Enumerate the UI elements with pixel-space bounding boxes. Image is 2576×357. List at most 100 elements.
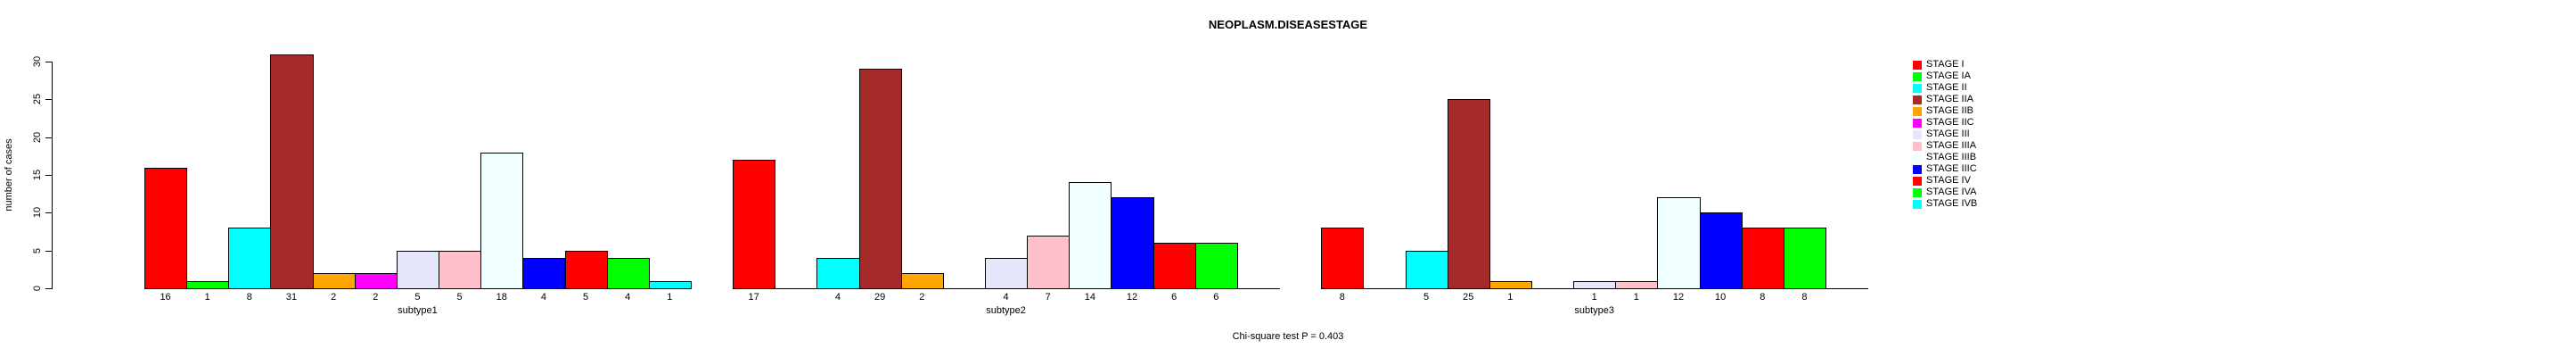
bar-value-label: 1 [1633,292,1639,303]
bar-value-label: 1 [204,292,210,303]
legend-swatch-stage-iva [1913,187,1922,197]
legend-swatch-stage-iib [1913,106,1922,116]
bar-value-label: 31 [285,292,298,303]
legend-item-stage-iii: STAGE III [1913,129,1977,140]
bar-stage-iiic-subtype3 [1699,212,1743,289]
y-tick-label: 10 [32,207,43,219]
bar-stage-iva-subtype1 [606,258,650,289]
bar-value-label: 18 [496,292,507,303]
bar-value-label: 5 [414,292,421,303]
bar-value-label: 8 [1339,292,1345,303]
legend-label: STAGE IIB [1926,105,1973,116]
bar-value-label: 6 [1171,292,1177,303]
bar-stage-iva-subtype2 [1194,243,1238,289]
bar-value-label: 14 [1084,292,1095,303]
bar-stage-iic-subtype1 [354,273,398,289]
bar-value-label: 5 [456,292,463,303]
y-tick [45,99,52,101]
bar-value-label: 1 [667,292,673,303]
y-tick-label: 25 [32,94,43,105]
legend-item-stage-ia: STAGE IA [1913,71,1977,82]
bar-stage-ia-subtype1 [186,280,230,289]
y-axis-line [52,62,53,289]
legend-item-stage-iva: STAGE IVA [1913,187,1977,198]
legend-swatch-stage-ivb [1913,199,1922,209]
bar-stage-ivb-subtype1 [648,280,692,289]
legend-swatch-stage-iiic [1913,164,1922,174]
legend-label: STAGE IIIC [1926,163,1977,174]
x-axis-label-subtype1: subtype1 [398,305,438,316]
bar-stage-iiib-subtype3 [1657,197,1701,289]
legend-label: STAGE IIIA [1926,140,1977,151]
chi-square-annotation: Chi-square test P = 0.403 [1232,331,1344,342]
bar-stage-iiic-subtype1 [522,258,566,289]
legend-label: STAGE IV [1926,175,1971,186]
bar-value-label: 4 [540,292,546,303]
bar-stage-iiic-subtype2 [1111,197,1154,289]
bar-value-label: 12 [1126,292,1138,303]
chart-title: NEOPLASM.DISEASESTAGE [1208,18,1368,31]
bar-stage-iia-subtype2 [858,69,902,289]
bar-value-label: 8 [1760,292,1766,303]
legend-label: STAGE IVA [1926,187,1977,197]
legend-label: STAGE IIIB [1926,152,1977,162]
bar-stage-i-subtype3 [1321,228,1365,289]
bar-value-label: 16 [160,292,171,303]
legend-label: STAGE I [1926,59,1965,70]
bar-value-label: 12 [1672,292,1685,303]
legend-swatch-stage-iia [1913,95,1922,104]
bar-value-label: 2 [331,292,337,303]
bar-value-label: 4 [834,292,841,303]
legend-swatch-stage-iiia [1913,141,1922,151]
bar-stage-iva-subtype3 [1783,228,1826,289]
bar-stage-iib-subtype2 [900,273,944,289]
legend-label: STAGE II [1926,82,1967,93]
bar-stage-iib-subtype1 [312,273,356,289]
legend-label: STAGE IIC [1926,117,1974,128]
bar-stage-iiia-subtype3 [1615,280,1659,289]
x-axis-label-subtype2: subtype2 [986,305,1026,316]
bar-value-label: 17 [748,292,759,303]
bar-stage-iib-subtype3 [1489,280,1532,289]
bar-value-label: 1 [1591,292,1597,303]
bar-value-label: 5 [583,292,589,303]
bar-stage-iii-subtype1 [396,250,440,289]
y-tick [45,137,52,138]
legend-item-stage-iiia: STAGE IIIA [1913,140,1977,152]
bar-value-label: 4 [625,292,631,303]
legend-item-stage-i: STAGE I [1913,59,1977,71]
legend-swatch-stage-i [1913,60,1922,70]
legend: STAGE I STAGE IA STAGE II STAGE IIA STAGE II… [1913,59,1977,210]
bar-value-label: 29 [874,292,886,303]
bar-value-label: 8 [1801,292,1808,303]
bar-stage-i-subtype1 [144,167,188,289]
legend-item-stage-iia: STAGE IIA [1913,94,1977,105]
y-tick-label: 15 [32,169,43,181]
bar-value-label: 2 [373,292,379,303]
y-tick [45,175,52,176]
bar-value-label: 6 [1213,292,1219,303]
bar-stage-iia-subtype1 [270,54,314,289]
bar-value-label: 7 [1045,292,1051,303]
legend-label: STAGE IIA [1926,94,1973,104]
bar-value-label: 1 [1507,292,1514,303]
bar-stage-iii-subtype3 [1573,280,1617,289]
legend-label: STAGE IA [1926,71,1971,81]
bar-stage-ii-subtype3 [1405,250,1448,289]
legend-swatch-stage-ii [1913,83,1922,93]
bar-stage-iiia-subtype1 [439,250,482,289]
x-axis-label-subtype3: subtype3 [1574,305,1614,316]
bar-value-label: 4 [1003,292,1009,303]
bar-stage-iii-subtype2 [985,258,1029,289]
legend-item-stage-ii: STAGE II [1913,82,1977,94]
bar-stage-ii-subtype2 [816,258,860,289]
y-tick [45,250,52,252]
legend-item-stage-ivb: STAGE IVB [1913,198,1977,210]
bar-value-label: 25 [1463,292,1474,303]
bar-value-label: 2 [919,292,925,303]
y-tick-label: 5 [32,247,43,253]
bar-stage-iia-subtype3 [1447,99,1490,289]
bar-stage-iv-subtype1 [564,250,608,289]
legend-item-stage-iib: STAGE IIB [1913,105,1977,117]
